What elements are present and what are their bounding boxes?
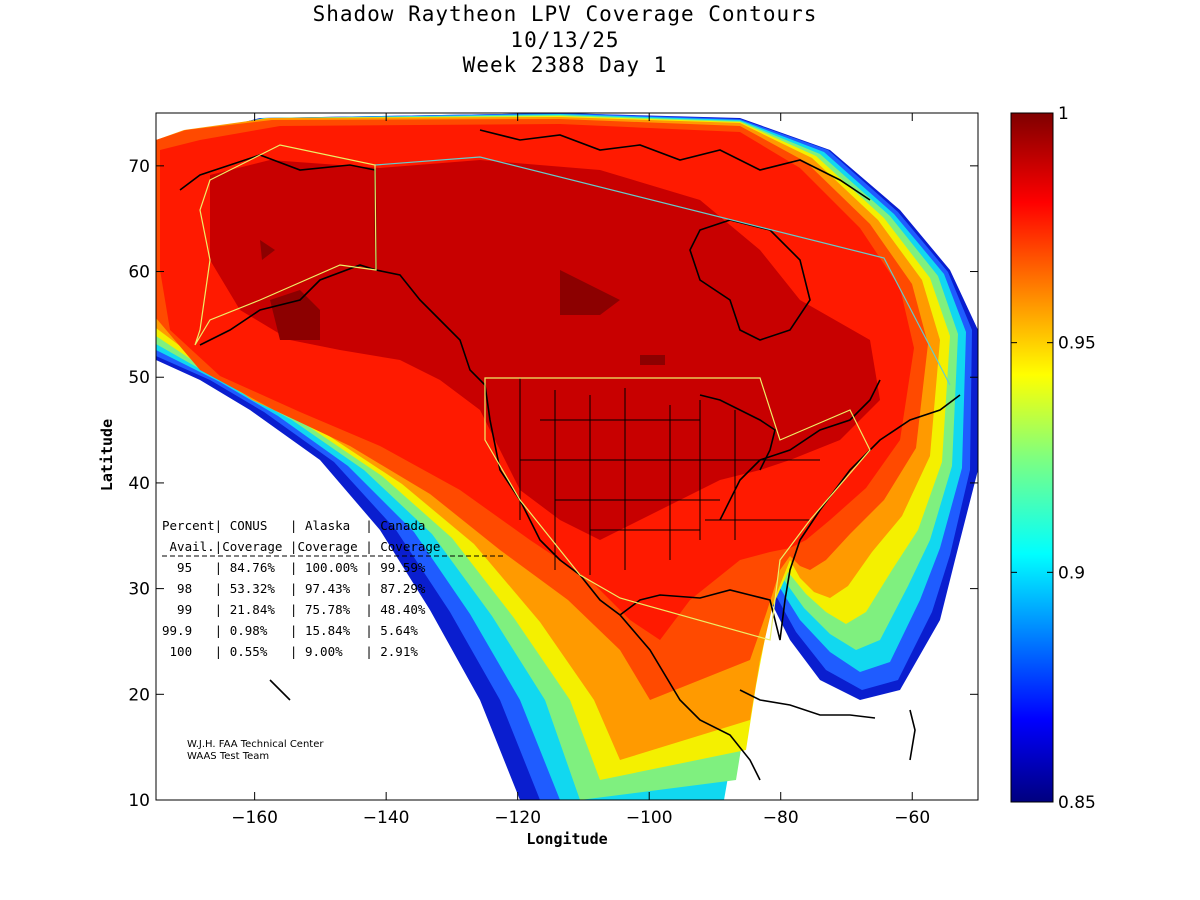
x-tick-label: −80 xyxy=(763,808,799,828)
credit-line-1: W.J.H. FAA Technical Center xyxy=(187,739,324,750)
chart-week: Week 2388 Day 1 xyxy=(462,53,668,77)
service-boundary xyxy=(374,156,951,386)
colorbar-tick-label: 0.85 xyxy=(1058,793,1096,813)
y-axis-label: Latitude xyxy=(98,419,116,491)
x-axis-label: Longitude xyxy=(526,830,607,848)
colorbar-tick-label: 0.95 xyxy=(1058,334,1096,354)
table-header-2: Avail.|Coverage |Coverage | Coverage xyxy=(162,539,440,554)
table-row: 99 | 21.84% | 75.78% | 48.40% xyxy=(162,602,426,617)
x-tick-label: −140 xyxy=(363,808,410,828)
contour-100 xyxy=(260,240,665,365)
y-tick-label: 40 xyxy=(128,474,150,494)
y-tick-label: 10 xyxy=(128,791,150,811)
colorbar xyxy=(1010,112,1054,803)
x-tick-label: −160 xyxy=(231,808,278,828)
x-tick-label: −100 xyxy=(626,808,673,828)
y-tick-label: 30 xyxy=(128,580,150,600)
conus-boundary xyxy=(194,144,871,641)
x-axis: −160 −140 −120 −100 −80 −60 xyxy=(231,113,930,828)
contour-099 xyxy=(210,160,880,540)
colorbar-tick-label: 0.9 xyxy=(1058,563,1085,583)
credit-line-2: WAAS Test Team xyxy=(187,751,269,762)
coastlines xyxy=(179,129,961,781)
coverage-table: Percent| CONUS | Alaska | Canada Avail.|… xyxy=(162,518,505,659)
colorbar-tick-label: 1 xyxy=(1058,104,1069,124)
table-header-1: Percent| CONUS | Alaska | Canada xyxy=(162,518,425,533)
x-tick-label: −120 xyxy=(494,808,541,828)
chart-date: 10/13/25 xyxy=(510,28,620,52)
table-row: 98 | 53.32% | 97.43% | 87.29% xyxy=(162,581,426,596)
y-tick-label: 70 xyxy=(128,157,150,177)
table-row: 100 | 0.55% | 9.00% | 2.91% xyxy=(162,644,418,659)
chart-title: Shadow Raytheon LPV Coverage Contours xyxy=(312,2,818,26)
y-axis: 10 20 30 40 50 60 70 xyxy=(128,157,978,811)
coverage-contours xyxy=(156,113,978,800)
y-tick-label: 60 xyxy=(128,263,150,283)
plot-frame xyxy=(155,112,979,801)
y-tick-label: 20 xyxy=(128,685,150,705)
table-row: 99.9 | 0.98% | 15.84% | 5.64% xyxy=(162,623,418,638)
colorbar-ticks: 1 0.95 0.9 0.85 xyxy=(1011,104,1096,813)
x-tick-label: −60 xyxy=(894,808,930,828)
table-row: 95 | 84.76% | 100.00% | 99.59% xyxy=(162,560,426,575)
y-tick-label: 50 xyxy=(128,368,150,388)
